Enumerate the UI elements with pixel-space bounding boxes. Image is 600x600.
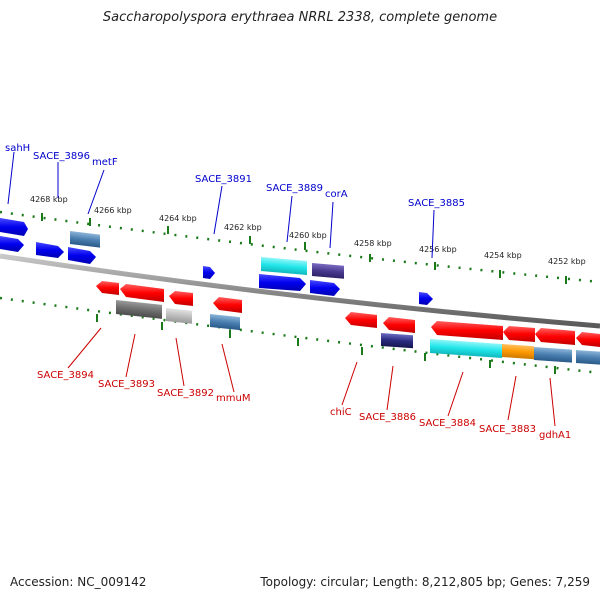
gene-arrow-forward[interactable] (0, 236, 24, 252)
reverse-major-ticks (96, 314, 556, 374)
gene-arrow-forward[interactable] (0, 218, 28, 236)
scale-label: 4266 kbp (94, 206, 132, 215)
gene-block-steel[interactable] (70, 231, 100, 248)
gene-label-reverse[interactable]: SACE_3884 (419, 418, 476, 429)
gene-label-forward[interactable]: SACE_3891 (195, 174, 252, 185)
gene-label-reverse[interactable]: SACE_3886 (359, 412, 416, 423)
gene-block-navy[interactable] (381, 333, 413, 349)
reverse-scale-track (0, 296, 600, 375)
scale-label: 4254 kbp (484, 251, 522, 260)
gene-arrow-forward[interactable] (419, 292, 433, 305)
gene-label-forward[interactable]: SACE_3885 (408, 198, 465, 209)
gene-label-reverse[interactable]: SACE_3894 (37, 370, 94, 381)
scale-label: 4252 kbp (548, 257, 586, 266)
gene-arrow-forward[interactable] (68, 247, 96, 264)
gene-block-steel[interactable] (210, 314, 240, 331)
scale-label: 4262 kbp (224, 223, 262, 232)
gene-label-forward[interactable]: sahH (5, 143, 30, 154)
forward-label-leaders (7, 151, 435, 259)
gene-arrow-reverse[interactable] (535, 328, 575, 345)
gene-block-steel[interactable] (576, 350, 600, 365)
gene-block-steel[interactable] (534, 347, 572, 363)
forward-genes-upper (0, 218, 344, 279)
gene-arrow-reverse[interactable] (503, 326, 535, 342)
gene-arrow-reverse[interactable] (213, 297, 242, 313)
scale-label: 4260 kbp (289, 231, 327, 240)
gene-label-forward[interactable]: corA (325, 189, 348, 200)
page-title: Saccharopolyspora erythraea NRRL 2338, c… (102, 10, 498, 25)
gene-arrow-reverse[interactable] (431, 321, 503, 340)
genome-stats-label: Topology: circular; Length: 8,212,805 bp… (260, 575, 590, 589)
gene-arrow-reverse[interactable] (576, 332, 600, 347)
gene-block-cyan[interactable] (261, 257, 307, 276)
gene-label-reverse[interactable]: gdhA1 (539, 430, 571, 441)
gene-arrow-reverse[interactable] (169, 291, 193, 306)
gene-arrow-forward[interactable] (259, 274, 306, 291)
gene-label-forward[interactable]: SACE_3896 (33, 151, 90, 162)
scale-label: 4256 kbp (419, 245, 457, 254)
gene-arrow-forward[interactable] (203, 266, 215, 279)
scale-label: 4264 kbp (159, 214, 197, 223)
gene-block-cyan[interactable] (430, 339, 502, 359)
scale-label: 4268 kbp (30, 195, 68, 204)
gene-label-reverse[interactable]: mmuM (216, 393, 250, 404)
accession-label: Accession: NC_009142 (10, 575, 147, 589)
gene-label-reverse[interactable]: SACE_3892 (157, 388, 214, 399)
reverse-genes-lower (116, 299, 600, 365)
scale-label: 4258 kbp (354, 239, 392, 248)
gene-arrow-forward[interactable] (36, 242, 64, 258)
forward-major-ticks (41, 213, 567, 284)
gene-arrow-reverse[interactable] (96, 281, 119, 295)
gene-arrow-reverse[interactable] (345, 312, 377, 328)
gene-label-reverse[interactable]: chiC (330, 407, 352, 418)
gene-label-reverse[interactable]: SACE_3883 (479, 424, 536, 435)
gene-block-grey[interactable] (116, 299, 162, 319)
gene-arrow-forward[interactable] (310, 280, 340, 296)
gene-label-forward[interactable]: metF (92, 157, 118, 168)
gene-block-orange[interactable] (502, 344, 534, 360)
reverse-label-leaders (67, 327, 556, 427)
gene-label-forward[interactable]: SACE_3889 (266, 183, 323, 194)
reverse-genes-upper (96, 281, 600, 347)
forward-scale-track (0, 210, 600, 284)
forward-genes-lower (0, 236, 433, 305)
gene-label-reverse[interactable]: SACE_3893 (98, 379, 155, 390)
gene-arrow-reverse[interactable] (120, 284, 164, 302)
gene-block-lightgrey[interactable] (166, 308, 192, 324)
genome-backbone (0, 253, 600, 329)
gene-arrow-reverse[interactable] (383, 317, 415, 333)
gene-block-purple[interactable] (312, 262, 344, 279)
